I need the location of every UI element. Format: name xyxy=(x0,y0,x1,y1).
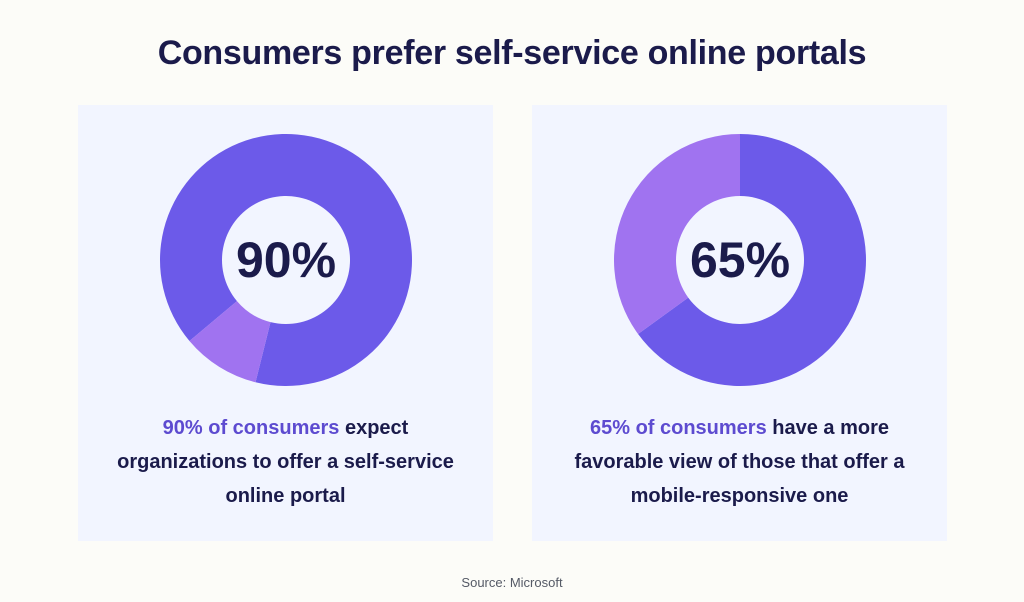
page-title: Consumers prefer self-service online por… xyxy=(157,34,867,72)
caption-text: have a more favorable view of those that… xyxy=(574,417,905,507)
stat-caption: 65% of consumers have a more favorable v… xyxy=(552,411,927,513)
caption-highlight: 90% of consumers xyxy=(162,417,340,439)
donut-svg-right xyxy=(614,134,866,386)
donut-center-label: 65% xyxy=(689,232,791,288)
source-note: Source: Microsoft xyxy=(461,575,563,590)
caption-highlight: 65% of consumers xyxy=(589,417,767,439)
stat-card-right: 65% 65% of consumers have a more favorab… xyxy=(532,105,947,541)
donut-slice-remainder xyxy=(614,134,740,335)
donut-svg-left xyxy=(160,134,412,386)
donut-slice-remainder xyxy=(189,301,271,383)
donut-chart-right: 65% xyxy=(614,134,866,386)
stat-card-left: 90% 90% of consumers expect organization… xyxy=(78,105,493,541)
donut-chart-left: 90% xyxy=(160,134,412,386)
donut-center-label: 90% xyxy=(235,232,337,288)
donut-slice-main xyxy=(160,134,412,386)
caption-text: expect organizations to offer a self-ser… xyxy=(117,417,454,507)
stat-caption: 90% of consumers expect organizations to… xyxy=(98,411,473,513)
donut-slice-main xyxy=(638,134,866,386)
